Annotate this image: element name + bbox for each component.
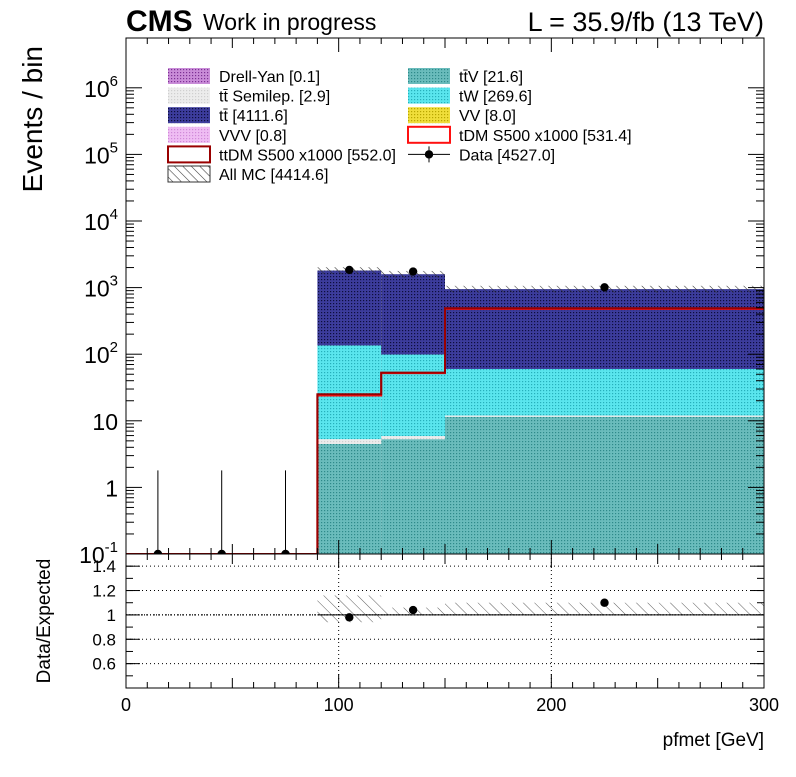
data-point: [408, 267, 418, 276]
stack-bar-ttbar_semilep: [445, 415, 764, 417]
ratio-uncertainty-band: [445, 602, 764, 615]
legend: Drell-Yan [0.1] tt̄V [21.6] tt̄ Semilep. […: [167, 68, 632, 184]
legend-label: tt̄ Semilep. [2.9]: [219, 89, 330, 106]
x-tick-label: 300: [749, 695, 779, 715]
ratio-plot-clip: [126, 554, 764, 688]
main-plot-area: [126, 265, 764, 554]
legend-label: Drell-Yan [0.1]: [219, 69, 320, 86]
ratio-y-tick-label: 1.2: [92, 582, 116, 601]
x-tick-label: 200: [536, 695, 566, 715]
x-axis-title: pfmet [GeV]: [663, 730, 764, 751]
data-point: [345, 265, 354, 275]
stack-bar-ttbar: [381, 274, 445, 355]
main-y-axis-title: Events / bin: [17, 46, 48, 192]
y-tick-label: 102: [84, 339, 118, 368]
legend-swatch-tw: [408, 87, 450, 104]
legend-label: VV [8.0]: [459, 108, 516, 125]
x-tick-label: 0: [121, 695, 131, 715]
legend-swatch-mc: [167, 165, 211, 183]
y-tick-exponent: 6: [110, 73, 118, 90]
legend-label: VVV [0.8]: [219, 128, 287, 145]
ratio-y-tick-label: 0.6: [92, 655, 116, 674]
luminosity-label: L = 35.9/fb (13 TeV): [528, 7, 764, 37]
y-tick-exponent: 5: [110, 139, 118, 156]
cms-label: CMS: [126, 5, 193, 38]
stack-bar-tw: [445, 368, 764, 416]
signal-line-ttdm: [126, 307, 764, 554]
legend-swatch-ttv: [408, 68, 450, 84]
y-tick-exponent: -1: [105, 539, 118, 556]
ratio-data-point: [408, 605, 418, 615]
stack-bar-ttbar_semilep: [317, 439, 382, 444]
ratio-y-tick-label: 1.4: [92, 557, 116, 576]
stack-bar-tw: [317, 345, 382, 440]
stack-bar-ttbar: [317, 270, 382, 346]
y-tick-label: 103: [84, 273, 118, 302]
legend-swatch-ttdm: [167, 145, 211, 164]
ratio-plot-area: [126, 554, 764, 688]
legend-swatch-vv: [408, 107, 450, 124]
data-point: [281, 549, 290, 554]
y-tick-label: 106: [84, 73, 118, 102]
y-tick-exponent: 2: [110, 339, 118, 356]
ratio-y-tick-label: 0.8: [92, 630, 116, 649]
y-tick-label: 1: [105, 475, 118, 501]
legend-swatch-ttbar_semilep: [168, 87, 210, 104]
data-point: [600, 283, 609, 292]
legend-label: ttDM S500 x1000 [552.0]: [219, 147, 396, 164]
y-tick-label: 10: [92, 409, 118, 435]
ratio-plot-frame: [125, 553, 765, 689]
y-tick-exponent: 4: [110, 206, 118, 223]
legend-swatch-vvv: [168, 126, 210, 143]
work-in-progress-label: Work in progress: [203, 9, 376, 35]
ratio-data-point: [345, 613, 354, 622]
stack-bar-ttv: [445, 416, 764, 554]
legend-label: Data [4527.0]: [459, 147, 555, 164]
ratio-axes: 0.6 0.8 1 1.2 1.4 0 100 200 300: [92, 554, 779, 715]
legend-swatch-ttbar: [168, 107, 210, 124]
ratio-y-tick-label: 1: [107, 606, 116, 625]
stack-bar-tw: [381, 354, 445, 437]
y-tick-label: 105: [84, 139, 118, 168]
legend-swatch-tdm: [407, 125, 451, 144]
x-tick-label: 100: [324, 695, 354, 715]
legend-label: All MC [4414.6]: [219, 167, 328, 184]
stack-bar-ttv: [381, 439, 445, 554]
legend-label: tW [269.6]: [459, 89, 532, 106]
legend-label: tDM S500 x1000 [531.4]: [459, 128, 632, 145]
y-tick-exponent: 3: [110, 273, 118, 290]
data-point: [153, 549, 163, 554]
stack-bar-ttv: [317, 443, 382, 554]
ratio-data-point: [600, 598, 609, 607]
legend-label: tt̄ [4111.6]: [219, 108, 288, 125]
data-point: [217, 549, 226, 554]
legend-label: tt̄V [21.6]: [459, 69, 523, 86]
y-tick-label: 104: [84, 206, 118, 235]
legend-swatch-drell_yan: [168, 68, 210, 84]
main-plot-clip: [126, 265, 764, 554]
stack-bar-ttbar_semilep: [381, 436, 445, 440]
stack-bar-ttbar: [445, 289, 764, 369]
legend-marker-point: [424, 150, 434, 159]
ratio-y-axis-title: Data/Expected: [34, 559, 55, 684]
